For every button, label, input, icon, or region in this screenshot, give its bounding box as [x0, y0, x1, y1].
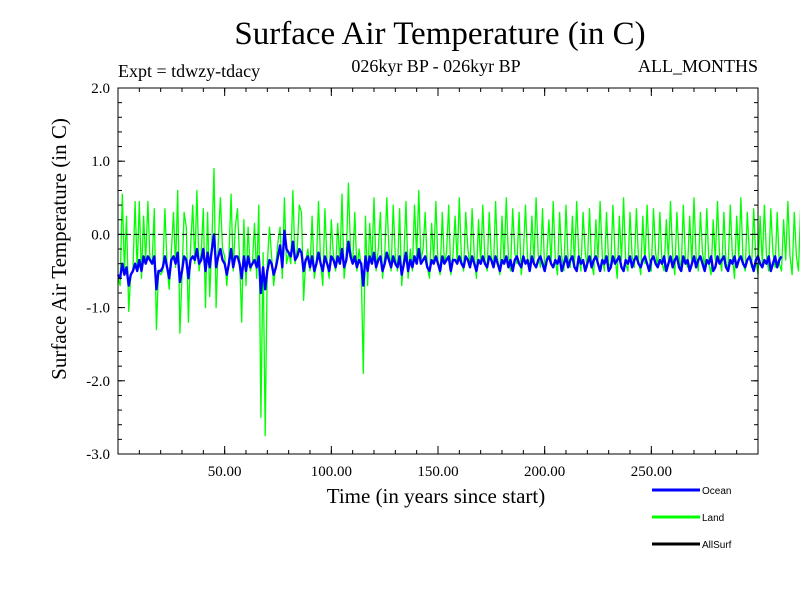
legend-label-land: Land: [702, 513, 724, 524]
y-tick-label: -1.0: [86, 301, 110, 317]
chart-title: Surface Air Temperature (in C): [234, 16, 646, 52]
x-axis-title: Time (in years since start): [327, 484, 546, 508]
series-line-ocean: [116, 229, 783, 295]
axis-ticks: [117, 87, 759, 455]
x-tick-label: 150.00: [417, 464, 458, 480]
months-label: ALL_MONTHS: [638, 56, 758, 76]
y-tick-label: 1.0: [91, 154, 110, 170]
y-axis-title: Surface Air Temperature (in C): [47, 118, 71, 380]
x-tick-label: 50.00: [208, 464, 242, 480]
series-layer: [116, 167, 800, 437]
y-tick-label: -3.0: [86, 447, 110, 463]
x-tick-label: 250.00: [631, 464, 672, 480]
series-line-land: [117, 167, 800, 437]
x-tick-label: 200.00: [524, 464, 565, 480]
period-label: 026kyr BP - 026kyr BP: [351, 56, 521, 76]
axis-tick-labels: -3.0 -2.0 -1.0 0.0 1.0 2.0 50.00 100.00 150.00 20…: [86, 81, 672, 480]
y-tick-label: -2.0: [86, 374, 110, 390]
experiment-label: Expt = tdwzy-tdacy: [118, 61, 261, 81]
x-tick-label: 100.00: [311, 464, 352, 480]
legend: Ocean Land AllSurf: [652, 486, 732, 551]
y-tick-label: 0.0: [91, 227, 110, 243]
legend-label-allsurf: AllSurf: [702, 540, 732, 551]
legend-label-ocean: Ocean: [702, 486, 731, 497]
y-tick-label: 2.0: [91, 81, 110, 97]
plot-frame: [117, 87, 759, 455]
